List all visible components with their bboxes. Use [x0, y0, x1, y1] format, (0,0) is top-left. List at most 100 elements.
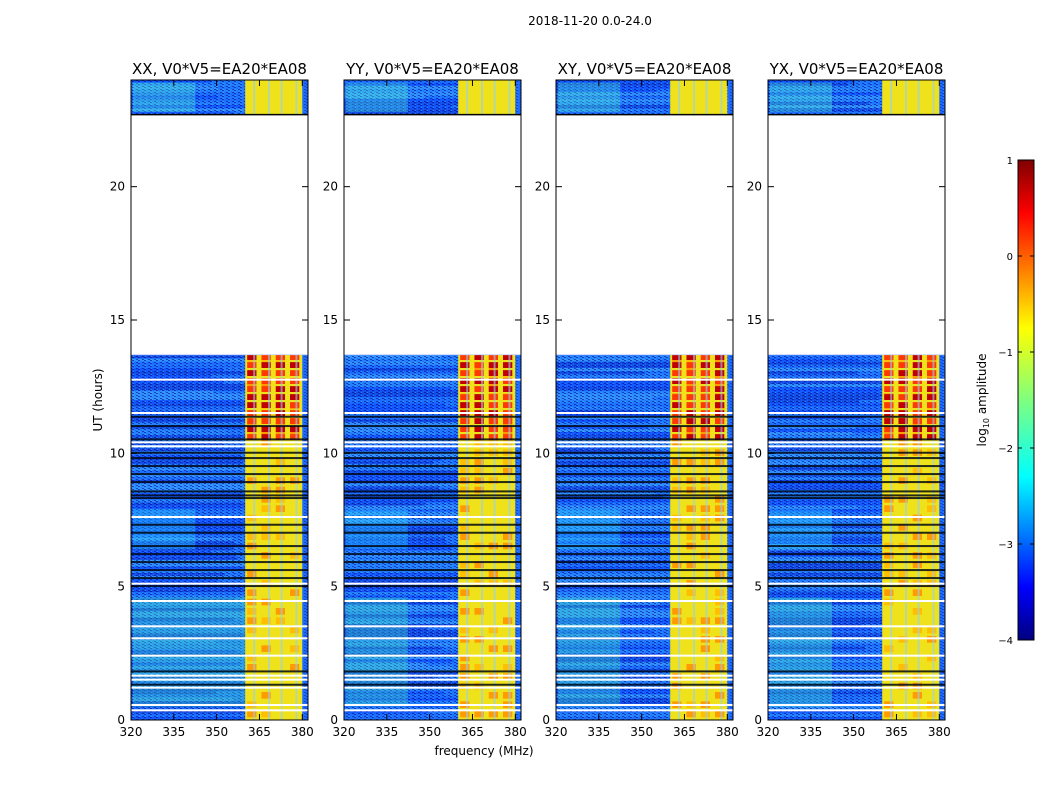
rfi-strong — [686, 426, 696, 432]
rfi-blotch — [275, 533, 286, 540]
rfi-blotch — [488, 477, 499, 484]
rfi-blotch — [261, 692, 271, 699]
rfi-blotch — [290, 645, 300, 652]
rfi-blotch — [261, 496, 271, 503]
rfi-strong — [503, 434, 513, 440]
flag-dark — [768, 473, 945, 476]
flag-blank — [131, 704, 308, 706]
rfi-blotch — [290, 477, 300, 484]
rfi-strong — [290, 386, 300, 392]
flag-blank — [344, 441, 521, 444]
rfi-blotch — [686, 477, 696, 484]
channel-gap — [295, 80, 298, 720]
rfi-blotch — [474, 477, 484, 484]
rfi-strong — [261, 402, 271, 408]
rfi-blotch — [247, 608, 257, 615]
flag-blank — [768, 378, 945, 381]
colorbar-tick-label: 0 — [1007, 252, 1013, 263]
y-tick-label: 0 — [330, 713, 338, 727]
rfi-blotch — [912, 682, 923, 690]
flag-dark — [344, 585, 521, 588]
rfi-blotch — [290, 589, 300, 596]
rfi-blotch — [460, 533, 470, 540]
rfi-strong — [912, 426, 923, 432]
flag-blank — [556, 674, 733, 677]
rfi-strong — [247, 418, 257, 424]
data-gap — [768, 114, 945, 355]
rfi-strong — [247, 394, 257, 400]
rfi-blotch — [686, 430, 696, 438]
channel-gap — [253, 80, 256, 720]
rfi-blotch — [700, 645, 711, 652]
rfi-strong — [927, 362, 937, 368]
rfi-blotch — [898, 524, 908, 531]
rfi-strong — [912, 434, 923, 440]
rfi-blotch — [686, 524, 696, 531]
flag-blank — [344, 686, 521, 689]
x-tick-label: 350 — [205, 725, 228, 739]
colorbar-tick-label: −2 — [998, 444, 1013, 455]
rfi-blotch — [927, 654, 937, 662]
panel-frame — [555, 79, 734, 721]
y-tick-label: 15 — [747, 313, 762, 327]
flag-dark — [344, 494, 521, 497]
flag-dark — [556, 457, 733, 460]
flag-dark — [344, 415, 521, 418]
flag-dark — [768, 465, 945, 468]
rfi-blotch — [261, 524, 271, 531]
flag-blank — [768, 709, 945, 712]
flag-dark — [344, 545, 521, 548]
flag-blank — [344, 709, 521, 712]
rfi-blotch — [884, 710, 894, 718]
rfi-strong — [898, 418, 908, 424]
flag-dark — [768, 490, 945, 493]
flag-dark — [131, 457, 308, 460]
flag-dark — [556, 481, 733, 484]
rfi-blotch — [247, 617, 257, 624]
rfi-strong — [503, 362, 513, 368]
y-tick-label: 15 — [323, 313, 338, 327]
rfi-strong — [715, 394, 725, 400]
rfi-strong — [290, 418, 300, 424]
panel-xx: XX, V0*V5=EA20*EA08 0 5 10 15 20 320 335 350 365 3… — [110, 60, 314, 739]
rfi-blotch — [686, 533, 696, 540]
rfi-blotch — [912, 589, 923, 596]
rfi-strong — [700, 354, 711, 360]
flag-blank — [344, 704, 521, 706]
rfi-strong — [474, 378, 484, 384]
rfi-strong — [275, 394, 286, 400]
rfi-blotch — [488, 710, 499, 718]
x-tick-label: 350 — [630, 725, 653, 739]
rfi-blotch — [912, 533, 923, 540]
flag-blank — [344, 654, 521, 657]
rfi-strong — [884, 370, 894, 376]
flag-dark — [131, 670, 308, 673]
flag-blank — [556, 445, 733, 448]
rfi-blotch — [672, 608, 682, 615]
colorbar-tick-label: −3 — [998, 540, 1013, 551]
rfi-blotch — [898, 570, 908, 578]
rfi-blotch — [672, 477, 682, 484]
rfi-strong — [261, 362, 271, 368]
rfi-strong — [686, 362, 696, 368]
flag-dark — [768, 438, 945, 441]
flag-blank — [131, 709, 308, 712]
rfi-blotch — [503, 430, 513, 438]
y-tick-label: 20 — [747, 180, 762, 194]
flag-dark — [131, 585, 308, 588]
flag-dark — [131, 451, 308, 454]
rfi-blotch — [686, 589, 696, 596]
rfi-blotch — [488, 692, 499, 699]
flag-blank — [556, 704, 733, 706]
rfi-strong — [672, 402, 682, 408]
flag-dark — [556, 561, 733, 564]
rfi-blotch — [715, 654, 725, 662]
rfi-blotch — [261, 552, 271, 559]
x-tick-label: 380 — [716, 725, 739, 739]
rfi-blotch — [275, 430, 286, 438]
flag-dark — [556, 670, 733, 673]
flag-dark — [556, 415, 733, 418]
panel-frame — [767, 79, 946, 721]
rfi-blotch — [927, 636, 937, 643]
rfi-blotch — [290, 552, 300, 559]
